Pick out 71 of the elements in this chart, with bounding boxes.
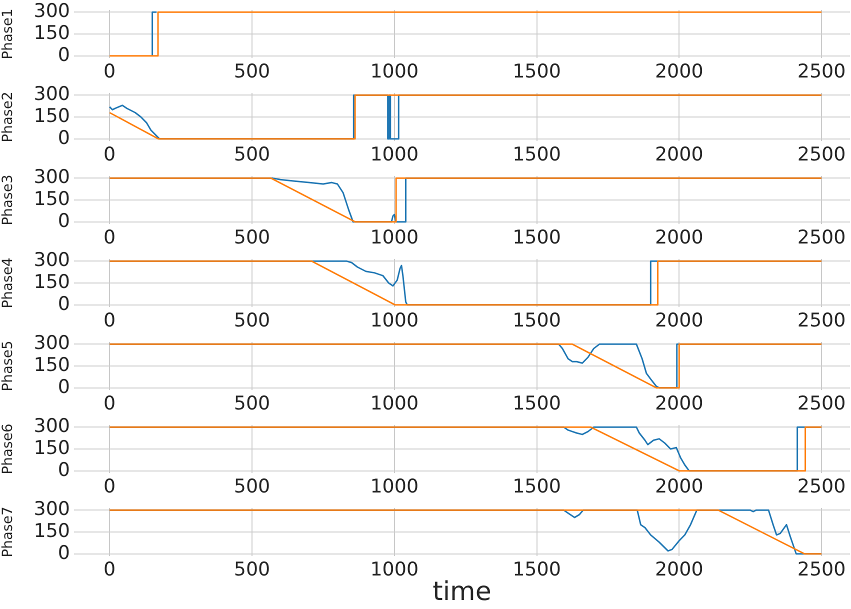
y-axis-title: Phase2 bbox=[0, 92, 16, 142]
y-tick-label: 150 bbox=[34, 188, 70, 210]
x-tick-label: 1000 bbox=[370, 475, 419, 498]
x-tick-label: 2500 bbox=[797, 392, 846, 414]
x-tick-label: 500 bbox=[234, 392, 270, 414]
x-tick-label: 500 bbox=[234, 226, 270, 248]
y-tick-label: 300 bbox=[34, 83, 70, 106]
y-tick-label: 0 bbox=[58, 458, 70, 481]
y-tick-label: 0 bbox=[58, 126, 70, 149]
y-axis-title: Phase1 bbox=[0, 8, 16, 60]
y-tick-label: 300 bbox=[34, 498, 70, 520]
y-tick-label: 300 bbox=[34, 415, 70, 438]
x-tick-label: 1500 bbox=[512, 475, 561, 498]
x-tick-label: 0 bbox=[104, 226, 116, 248]
y-tick-label: 300 bbox=[34, 332, 70, 354]
x-tick-label: 2000 bbox=[654, 143, 704, 166]
x-tick-label: 2500 bbox=[797, 226, 846, 248]
x-tick-label: 2000 bbox=[654, 309, 704, 332]
y-axis-title: Phase7 bbox=[0, 506, 16, 558]
y-axis-title: Phase5 bbox=[0, 340, 16, 392]
x-tick-label: 0 bbox=[104, 392, 116, 414]
y-tick-label: 0 bbox=[58, 376, 70, 398]
x-tick-label: 0 bbox=[104, 60, 116, 82]
y-tick-label: 0 bbox=[58, 292, 70, 315]
y-tick-label: 150 bbox=[34, 270, 70, 293]
y-tick-label: 300 bbox=[34, 166, 70, 188]
y-tick-label: 150 bbox=[34, 436, 70, 459]
x-tick-label: 1500 bbox=[512, 60, 561, 82]
x-tick-label: 500 bbox=[234, 558, 270, 580]
x-tick-label: 2500 bbox=[797, 60, 846, 82]
y-axis-title: Phase3 bbox=[0, 174, 16, 226]
x-tick-label: 500 bbox=[234, 60, 270, 82]
x-tick-label: 2500 bbox=[797, 143, 846, 166]
y-axis-title: Phase6 bbox=[0, 424, 16, 474]
x-tick-label: 1000 bbox=[370, 226, 419, 248]
x-tick-label: 1500 bbox=[512, 392, 561, 414]
y-tick-label: 150 bbox=[34, 104, 70, 127]
y-tick-label: 150 bbox=[34, 22, 70, 44]
x-tick-label: 0 bbox=[104, 309, 116, 332]
x-tick-label: 0 bbox=[104, 475, 116, 498]
y-axis-title: Phase4 bbox=[0, 258, 16, 308]
x-tick-label: 0 bbox=[104, 143, 116, 166]
y-tick-label: 0 bbox=[58, 542, 70, 564]
x-tick-label: 1500 bbox=[512, 309, 561, 332]
y-tick-label: 0 bbox=[58, 210, 70, 232]
x-tick-label: 500 bbox=[234, 143, 270, 166]
x-tick-label: 500 bbox=[234, 309, 270, 332]
x-tick-label: 2000 bbox=[654, 558, 704, 580]
x-tick-label: 500 bbox=[234, 475, 270, 498]
x-tick-label: 2500 bbox=[797, 558, 846, 580]
x-axis-title: time bbox=[432, 577, 492, 608]
x-tick-label: 1500 bbox=[512, 558, 561, 580]
x-tick-label: 2500 bbox=[797, 475, 846, 498]
x-tick-label: 1000 bbox=[370, 143, 419, 166]
x-tick-label: 1500 bbox=[512, 143, 561, 166]
x-tick-label: 2000 bbox=[654, 475, 704, 498]
x-tick-label: 0 bbox=[104, 558, 116, 580]
x-tick-label: 1000 bbox=[370, 392, 419, 414]
x-tick-label: 1000 bbox=[370, 309, 419, 332]
y-tick-label: 300 bbox=[34, 249, 70, 272]
x-tick-label: 2000 bbox=[654, 60, 704, 82]
x-tick-label: 1000 bbox=[370, 60, 419, 82]
x-tick-label: 2500 bbox=[797, 309, 846, 332]
x-tick-label: 1500 bbox=[512, 226, 561, 248]
y-tick-label: 150 bbox=[34, 520, 70, 542]
x-tick-label: 1000 bbox=[370, 558, 419, 580]
x-tick-label: 2000 bbox=[654, 392, 704, 414]
y-tick-label: 0 bbox=[58, 44, 70, 66]
x-tick-label: 2000 bbox=[654, 226, 704, 248]
y-tick-label: 300 bbox=[34, 0, 70, 22]
y-tick-label: 150 bbox=[34, 354, 70, 376]
